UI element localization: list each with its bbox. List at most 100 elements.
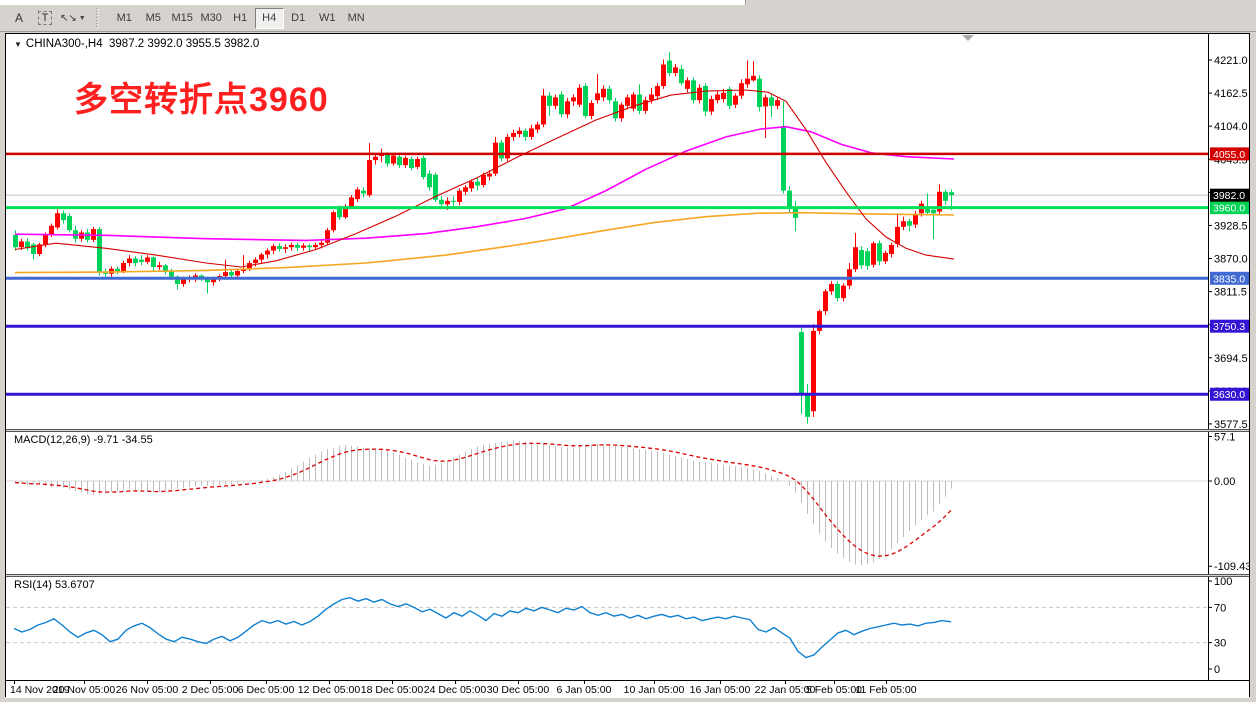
panel-splitter[interactable]	[6, 429, 1249, 432]
time-axis-tick	[720, 681, 721, 684]
candle-body	[721, 92, 726, 100]
candle-body	[913, 213, 918, 225]
candle-body	[103, 272, 108, 274]
price-chip-label: 3630.0	[1213, 389, 1245, 401]
time-axis[interactable]: 14 Nov 2019 20 Nov 05:00 26 Nov 05:00 2 Dec…	[6, 680, 1249, 698]
candle-body	[145, 257, 150, 262]
arrows-tool-button[interactable]: ↖↘ ▼	[59, 7, 87, 29]
time-axis-tick	[785, 681, 786, 684]
candle-body	[295, 244, 300, 248]
candle-body	[805, 394, 810, 417]
price-axis-label: 3811.5	[1214, 287, 1247, 299]
time-axis-label: 16 Jan 05:00	[689, 684, 751, 696]
price-axis-label: 4104.0	[1214, 121, 1248, 133]
time-axis-label: 14 Nov 2019	[10, 684, 70, 696]
candle-body	[487, 173, 492, 177]
candle-body	[859, 250, 864, 266]
text-tool-icon: T	[37, 11, 53, 25]
candle-body	[223, 272, 228, 277]
timeframe-button-group: M1 M5 M15 M30 H1 H4 D1 W1 MN	[106, 5, 375, 31]
candle-body	[877, 243, 882, 262]
price-chart-canvas[interactable]: 4221.04162.54104.04045.53987.03928.53870…	[6, 34, 1249, 429]
timeframe-button-h1[interactable]: H1	[225, 7, 255, 29]
candle-body	[499, 142, 504, 159]
rsi-panel-canvas[interactable]: 100 70 30 0	[6, 577, 1249, 680]
candle-body	[535, 124, 540, 130]
candle-body	[883, 252, 888, 262]
time-axis-tick	[834, 681, 835, 684]
candle-body	[481, 174, 486, 185]
candle-body	[775, 100, 780, 106]
timeframe-button-d1[interactable]: D1	[283, 7, 313, 29]
candle-body	[769, 97, 774, 106]
candle-body	[679, 69, 684, 84]
candle-body	[565, 101, 570, 115]
candle-body	[547, 95, 552, 106]
candle-body	[841, 285, 846, 299]
candle-body	[331, 212, 336, 231]
time-axis-label: 10 Jan 05:00	[623, 684, 685, 696]
price-axis-label: 3577.5	[1214, 419, 1248, 429]
timeframe-button-w1[interactable]: W1	[312, 7, 342, 29]
panel-splitter[interactable]	[6, 574, 1249, 577]
timeframe-button-m5[interactable]: M5	[138, 7, 168, 29]
time-axis-tick	[210, 681, 211, 684]
price-chip-label: 4055.0	[1213, 149, 1245, 161]
time-axis-tick	[886, 681, 887, 684]
candle-body	[403, 157, 408, 166]
main-toolbar: A T ↖↘ ▼ M1 M5 M15 M30 H1 H4 D1 W1 MN	[0, 5, 1256, 32]
timeframe-button-m1[interactable]: M1	[109, 7, 139, 29]
time-axis-tick	[84, 681, 85, 684]
time-axis-label: 6 Jan 05:00	[556, 684, 612, 696]
rsi-label: RSI(14) 53.6707	[14, 579, 95, 591]
candle-body	[229, 272, 234, 276]
price-axis-label: 3928.5	[1214, 220, 1248, 232]
time-axis-label: 6 Dec 05:00	[237, 684, 295, 696]
candle-body	[439, 199, 444, 205]
text-tool-button[interactable]: T	[33, 7, 57, 29]
timeframe-button-h4[interactable]: H4	[254, 7, 284, 29]
candle-body	[385, 154, 390, 164]
text-label-tool-button[interactable]: A	[7, 7, 31, 29]
candle-body	[505, 136, 510, 159]
time-axis-label: 2 Dec 05:00	[181, 684, 239, 696]
price-chip-label: 3835.0	[1213, 273, 1245, 285]
rsi-line	[13, 596, 952, 659]
time-axis-tick	[266, 681, 267, 684]
candle-body	[355, 189, 360, 200]
candle-body	[601, 88, 606, 98]
ma-magenta	[14, 125, 955, 242]
rsi-axis-label: 70	[1214, 602, 1226, 614]
toolbar-grip-handle[interactable]	[95, 8, 100, 28]
candle-body	[661, 64, 666, 87]
time-axis-tick	[14, 681, 15, 684]
candle-body	[757, 78, 762, 107]
time-axis-label: 30 Dec 05:00	[486, 684, 550, 696]
symbol-dropdown-icon[interactable]: ▼	[14, 40, 22, 49]
candle-body	[613, 101, 618, 119]
candle-body	[139, 259, 144, 262]
candle-body	[703, 86, 708, 112]
candle-body	[337, 208, 342, 218]
candle-body	[799, 332, 804, 395]
timeframe-button-mn[interactable]: MN	[341, 7, 371, 29]
candle-body	[781, 126, 786, 191]
macd-axis-label: -109.43	[1214, 561, 1249, 573]
candle-body	[817, 311, 822, 331]
timeframe-button-m30[interactable]: M30	[196, 7, 226, 29]
candle-body	[667, 60, 672, 74]
macd-panel-canvas[interactable]: 57.1 0.00 -109.43	[6, 432, 1249, 574]
candle-body	[415, 158, 420, 167]
macd-axis-label: 57.1	[1214, 432, 1235, 444]
candle-body	[97, 229, 102, 273]
candle-body	[787, 190, 792, 209]
price-chip	[1210, 147, 1249, 161]
candle-body	[367, 160, 372, 196]
time-axis-label: 20 Nov 05:00	[52, 684, 116, 696]
annotation-text[interactable]: 多空转折点3960	[74, 81, 329, 119]
candle-body	[463, 187, 468, 192]
candle-body	[685, 80, 690, 89]
candle-body	[373, 156, 378, 161]
candle-body	[175, 276, 180, 284]
timeframe-button-m15[interactable]: M15	[167, 7, 197, 29]
